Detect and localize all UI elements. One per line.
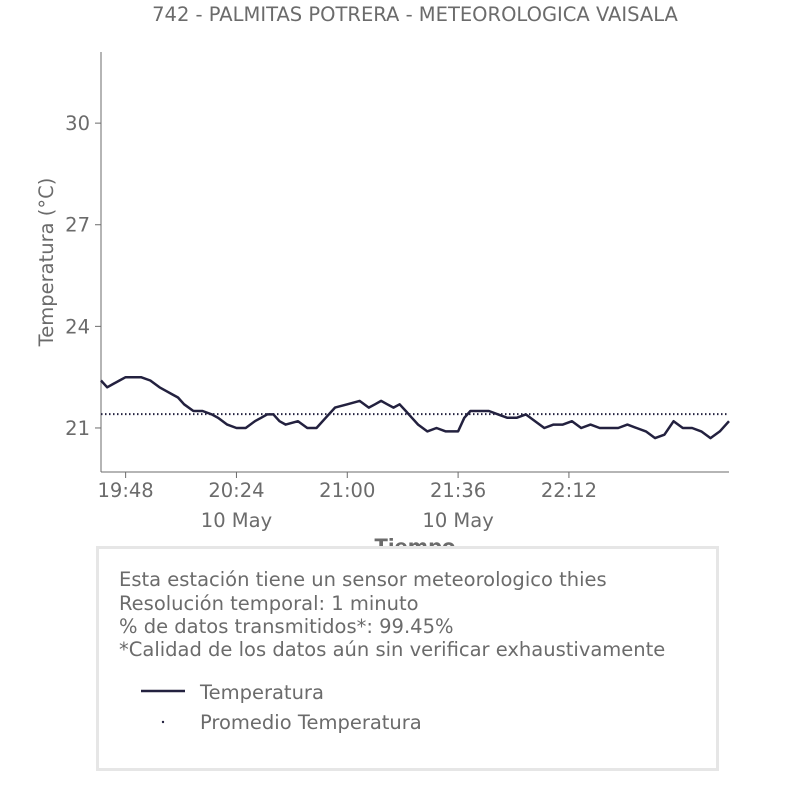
x-tick-date-label: 10 May	[201, 509, 272, 532]
x-ticks: 19:48 20:24 10 May 21:00 21:36 10 May 22:12	[98, 472, 597, 532]
data-quality-note: *Calidad de los datos aún sin verificar …	[119, 638, 666, 661]
x-tick-label: 21:00	[319, 479, 375, 502]
axes	[100, 52, 729, 473]
chart-title: 742 - PALMITAS POTRERA - METEOROLOGICA V…	[152, 3, 678, 26]
series-line-temperatura	[100, 375, 730, 440]
x-tick-label: 19:48	[98, 479, 154, 502]
temporal-resolution-note: Resolución temporal: 1 minuto	[119, 592, 419, 615]
y-ticks: 21 24 27 30	[65, 112, 101, 440]
transmitted-data-note: % de datos transmitidos*: 99.45%	[119, 615, 454, 638]
y-tick-label: 30	[65, 112, 90, 135]
station-sensor-note: Esta estación tiene un sensor meteorolog…	[119, 568, 607, 591]
info-legend-box: Esta estación tiene un sensor meteorolog…	[96, 546, 719, 771]
y-tick-label: 21	[65, 417, 90, 440]
legend-dotted-line-marker	[161, 720, 165, 724]
legend-solid-line-marker	[141, 689, 185, 693]
y-axis-label: Temperatura (°C)	[35, 178, 58, 348]
x-tick-label: 22:12	[541, 479, 597, 502]
legend-label-promedio-temperatura: Promedio Temperatura	[200, 711, 422, 734]
x-tick-label: 20:24	[208, 479, 264, 502]
x-tick-label: 21:36	[430, 479, 486, 502]
series-layer	[100, 375, 730, 440]
x-tick-date-label: 10 May	[422, 509, 493, 532]
y-tick-label: 24	[65, 315, 90, 338]
legend-label-temperatura: Temperatura	[200, 681, 324, 704]
y-tick-label: 27	[65, 214, 90, 237]
